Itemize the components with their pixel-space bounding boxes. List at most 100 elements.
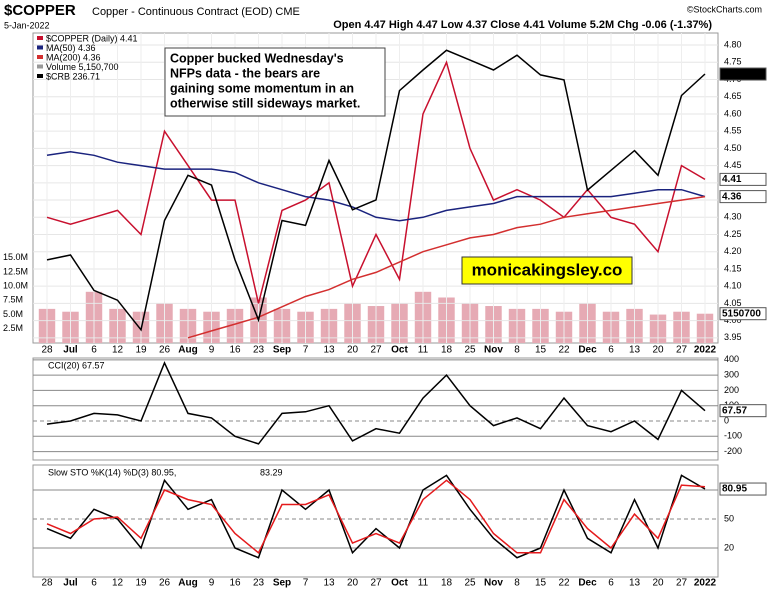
x-tick-label: 11: [418, 345, 429, 356]
volume-tick-label: 7.5M: [3, 295, 23, 305]
legend-swatch: [37, 36, 43, 40]
last-value-label: 236.71: [722, 69, 753, 80]
source: ©StockCharts.com: [687, 4, 762, 14]
last-value-box: [719, 172, 767, 186]
x-tick-label: 15: [535, 345, 547, 356]
x-tick-label: 7: [303, 578, 309, 589]
last-value-label: 4.36: [722, 191, 742, 202]
last-value-label: 67.57: [722, 405, 747, 416]
series-line: [46, 361, 706, 445]
y-tick-label: 4.05: [724, 298, 742, 308]
x-tick-label: 18: [441, 345, 453, 356]
x-tick-label: 6: [91, 578, 97, 589]
x-tick-label: 20: [652, 578, 664, 589]
legend-label: 83.29: [260, 467, 283, 477]
last-value-label: 4.41: [722, 174, 742, 185]
y-tick-label: 50: [724, 513, 734, 523]
quote: Open 4.47 High 4.47 Low 4.37 Close 4.41 …: [333, 19, 712, 31]
x-tick-label: 28: [41, 345, 53, 356]
last-value-box: [719, 404, 767, 418]
x-tick-label: 16: [229, 345, 241, 356]
date: 5-Jan-2022: [4, 20, 50, 30]
annotation-line: otherwise still sideways market.: [170, 96, 360, 110]
series-line: [46, 151, 706, 222]
x-tick-label: 20: [347, 578, 359, 589]
x-tick-label: 12: [112, 578, 124, 589]
instrument-name: Copper - Continuous Contract (EOD) CME: [92, 6, 300, 18]
y-tick-label: 4.30: [724, 212, 742, 222]
sto-panel: [32, 464, 719, 578]
last-value-box: [719, 67, 767, 81]
y-tick-label: 3.95: [724, 332, 742, 342]
volume-tick-label: 2.5M: [3, 323, 23, 333]
x-tick-label: 9: [209, 345, 215, 356]
last-value-label: 5150700: [722, 308, 761, 319]
x-tick-label: 28: [41, 578, 53, 589]
legend-label: MA(200) 4.36: [46, 52, 101, 62]
legend-swatch: [37, 64, 43, 69]
y-tick-label: 4.55: [724, 126, 742, 136]
series-line: [46, 60, 706, 304]
x-tick-label: 25: [464, 578, 476, 589]
legend-label: Volume 5,150,700: [46, 62, 119, 72]
last-value-label: 80.95: [722, 484, 747, 495]
x-tick-label: 13: [323, 578, 335, 589]
legend-label: $CRB 236.71: [46, 71, 100, 81]
legend-swatch: [37, 55, 43, 59]
x-tick-label: 23: [253, 345, 265, 356]
x-tick-label: Aug: [178, 578, 197, 589]
x-tick-label: 20: [652, 345, 664, 356]
x-tick-label: Nov: [484, 578, 503, 589]
y-tick-label: 4.65: [724, 91, 742, 101]
symbol: $COPPER: [4, 2, 76, 19]
volume-tick-label: 5.0M: [3, 309, 23, 319]
x-tick-label: 15: [535, 578, 547, 589]
x-tick-label: 22: [558, 578, 570, 589]
last-value-box: [719, 482, 767, 496]
legend-label: $COPPER (Daily) 4.41: [46, 33, 138, 43]
x-tick-label: 27: [676, 345, 688, 356]
y-tick-label: 4.50: [724, 143, 742, 153]
x-tick-label: Sep: [273, 578, 291, 589]
annotation-line: gaining some momentum in an: [170, 81, 354, 95]
x-tick-label: Dec: [578, 345, 597, 356]
last-value-box: [719, 190, 767, 204]
x-tick-label: 27: [370, 345, 382, 356]
watermark: monicakingsley.co: [472, 260, 623, 279]
y-tick-label: 4.20: [724, 246, 742, 256]
y-tick-label: 20: [724, 542, 734, 552]
x-tick-label: Aug: [178, 345, 197, 356]
x-tick-label: Jul: [63, 345, 78, 356]
x-tick-label: 8: [514, 578, 520, 589]
x-tick-label: Dec: [578, 578, 597, 589]
series-line: [187, 195, 706, 339]
series-line: [46, 479, 706, 554]
legend-swatch: [37, 74, 43, 78]
last-value-box: [719, 307, 767, 321]
x-tick-label: 16: [229, 578, 241, 589]
x-tick-label: 25: [464, 345, 476, 356]
x-tick-label: Oct: [391, 345, 408, 356]
y-tick-label: 4.15: [724, 263, 742, 273]
series-line: [46, 49, 706, 332]
x-tick-label: Nov: [484, 345, 503, 356]
x-tick-label: 18: [441, 578, 453, 589]
x-tick-label: 6: [608, 578, 614, 589]
volume-tick-label: 12.5M: [3, 266, 28, 276]
volume-tick-label: 15.0M: [3, 252, 28, 262]
x-tick-label: Sep: [273, 345, 291, 356]
x-tick-label: 20: [347, 345, 359, 356]
series-line: [46, 474, 706, 559]
x-tick-label: 19: [135, 345, 147, 356]
y-tick-label: 4.75: [724, 57, 742, 67]
y-tick-label: -200: [724, 446, 742, 456]
x-tick-label: 27: [370, 578, 382, 589]
x-tick-label: 9: [209, 578, 215, 589]
annotation-line: Copper bucked Wednesday's: [170, 51, 344, 65]
x-tick-label: 19: [135, 578, 147, 589]
watermark-box: [461, 256, 633, 285]
y-tick-label: 400: [724, 354, 739, 364]
y-tick-label: 4.25: [724, 229, 742, 239]
annotation-box: [164, 47, 386, 117]
y-tick-label: 200: [724, 385, 739, 395]
